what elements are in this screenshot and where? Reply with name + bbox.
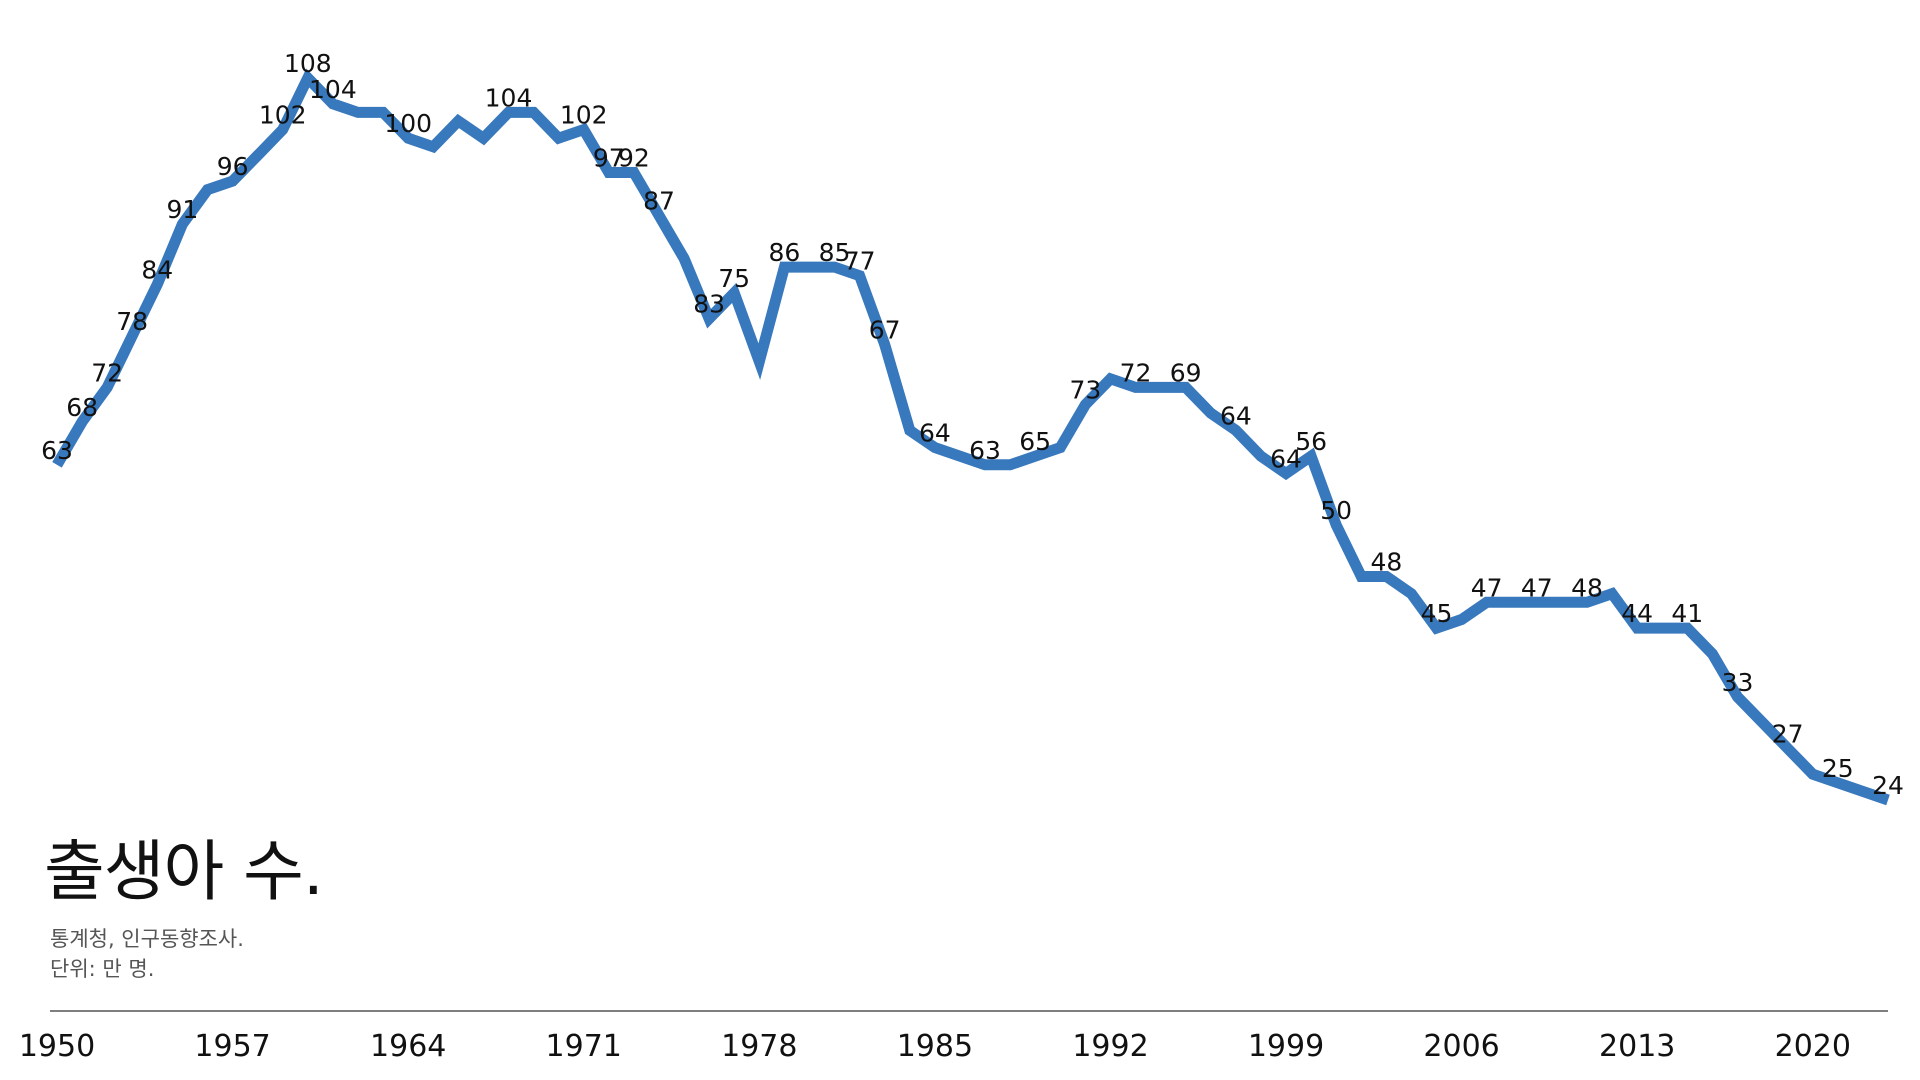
x-tick-1978: 1978 xyxy=(721,1029,797,1064)
birth-line xyxy=(52,68,1890,806)
chart-title: 출생아 수. xyxy=(44,833,324,910)
data-label-2011: 48 xyxy=(1571,573,1603,602)
data-label-1973: 92 xyxy=(618,144,650,173)
data-label-1952: 72 xyxy=(91,358,123,387)
data-label-1979: 86 xyxy=(768,238,800,267)
data-label-1951: 68 xyxy=(66,393,98,422)
x-tick-1985: 1985 xyxy=(897,1029,973,1064)
data-label-1971: 102 xyxy=(560,101,608,130)
data-label-1999: 64 xyxy=(1270,444,1302,473)
x-tick-1999: 1999 xyxy=(1248,1029,1324,1064)
data-label-1976: 83 xyxy=(693,290,725,319)
data-label-2005: 45 xyxy=(1421,599,1453,628)
data-label-2015: 41 xyxy=(1671,599,1703,628)
data-label-1957: 96 xyxy=(217,152,249,181)
data-label-2009: 47 xyxy=(1521,573,1553,602)
data-label-2017: 33 xyxy=(1722,668,1754,697)
data-label-1953: 78 xyxy=(116,307,148,336)
data-label-1997: 64 xyxy=(1220,401,1252,430)
x-tick-1964: 1964 xyxy=(370,1029,446,1064)
data-label-1995: 69 xyxy=(1170,358,1202,387)
source-note: 통계청, 인구동향조사. xyxy=(50,927,244,951)
data-label-1968: 104 xyxy=(485,83,533,112)
x-tick-1957: 1957 xyxy=(194,1029,270,1064)
data-label-1972: 97 xyxy=(593,144,625,173)
data-label-1987: 63 xyxy=(969,436,1001,465)
data-label-2013: 44 xyxy=(1621,599,1653,628)
x-tick-2006: 2006 xyxy=(1423,1029,1499,1064)
x-tick-1971: 1971 xyxy=(546,1029,622,1064)
data-labels: 6368727884919610210810410010410297928783… xyxy=(41,49,1904,800)
data-label-1982: 77 xyxy=(844,247,876,276)
data-label-1981: 85 xyxy=(819,238,851,267)
data-label-2021: 25 xyxy=(1822,754,1854,783)
data-label-2001: 50 xyxy=(1320,496,1352,525)
data-label-1964: 100 xyxy=(384,109,432,138)
x-tick-2020: 2020 xyxy=(1775,1029,1851,1064)
x-tick-1992: 1992 xyxy=(1072,1029,1148,1064)
data-label-2019: 27 xyxy=(1772,719,1804,748)
data-label-2007: 47 xyxy=(1471,573,1503,602)
data-label-1961: 104 xyxy=(309,75,357,104)
data-label-1983: 67 xyxy=(869,316,901,345)
x-tick-1950: 1950 xyxy=(19,1029,95,1064)
data-label-1954: 84 xyxy=(141,255,173,284)
data-label-2000: 56 xyxy=(1295,427,1327,456)
data-label-1985: 64 xyxy=(919,419,951,448)
x-tick-2013: 2013 xyxy=(1599,1029,1675,1064)
data-label-1993: 72 xyxy=(1120,358,1152,387)
data-label-1977: 75 xyxy=(718,264,750,293)
x-tick-labels: 1950 1957 1964 1971 1978 1985 1992 1999 2006 2013… xyxy=(19,1029,1851,1064)
data-label-2023: 24 xyxy=(1872,771,1904,800)
data-label-1991: 73 xyxy=(1069,376,1101,405)
unit-note: 단위: 만 명. xyxy=(50,957,155,981)
data-label-1989: 65 xyxy=(1019,427,1051,456)
data-label-1959: 102 xyxy=(259,101,307,130)
data-label-1960: 108 xyxy=(284,49,332,78)
data-label-1955: 91 xyxy=(166,195,198,224)
data-label-1950: 63 xyxy=(41,436,73,465)
data-label-1974: 87 xyxy=(643,187,675,216)
data-label-2003: 48 xyxy=(1370,548,1402,577)
